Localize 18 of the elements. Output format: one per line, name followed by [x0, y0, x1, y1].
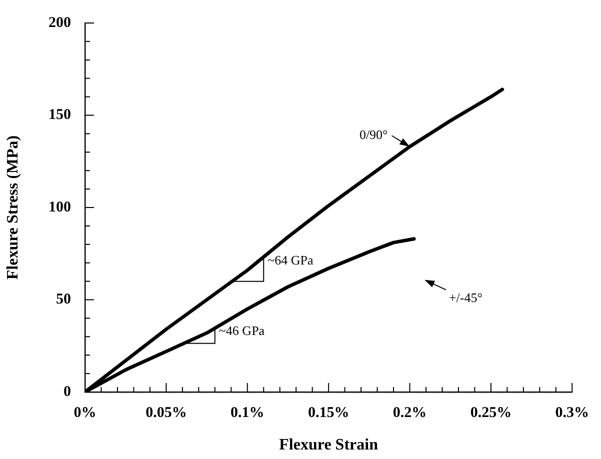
- annotation: +/-45°: [448, 290, 482, 306]
- x-tick-label: 0.05%: [146, 404, 187, 421]
- x-tick-label: 0.25%: [470, 404, 512, 421]
- y-tick-label: 0: [64, 384, 71, 400]
- x-tick-label: 0.3%: [555, 404, 589, 421]
- x-tick-label: 0.15%: [308, 404, 350, 421]
- annotation: 0/90°: [359, 127, 388, 142]
- x-tick-label: 0%: [74, 404, 96, 421]
- y-tick-label: 150: [48, 107, 71, 124]
- x-axis-title: Flexure Strain: [279, 436, 378, 454]
- y-tick-label: 200: [48, 14, 71, 31]
- x-tick-label: 0.2%: [392, 404, 427, 421]
- annotation: ~64 GPa: [268, 252, 314, 268]
- y-axis-title: Flexure Stress (MPa): [4, 135, 22, 280]
- annotation: ~46 GPa: [218, 322, 265, 338]
- y-tick-label: 100: [48, 199, 71, 216]
- y-tick-label: 50: [56, 292, 71, 308]
- x-tick-label: 0.1%: [230, 404, 264, 421]
